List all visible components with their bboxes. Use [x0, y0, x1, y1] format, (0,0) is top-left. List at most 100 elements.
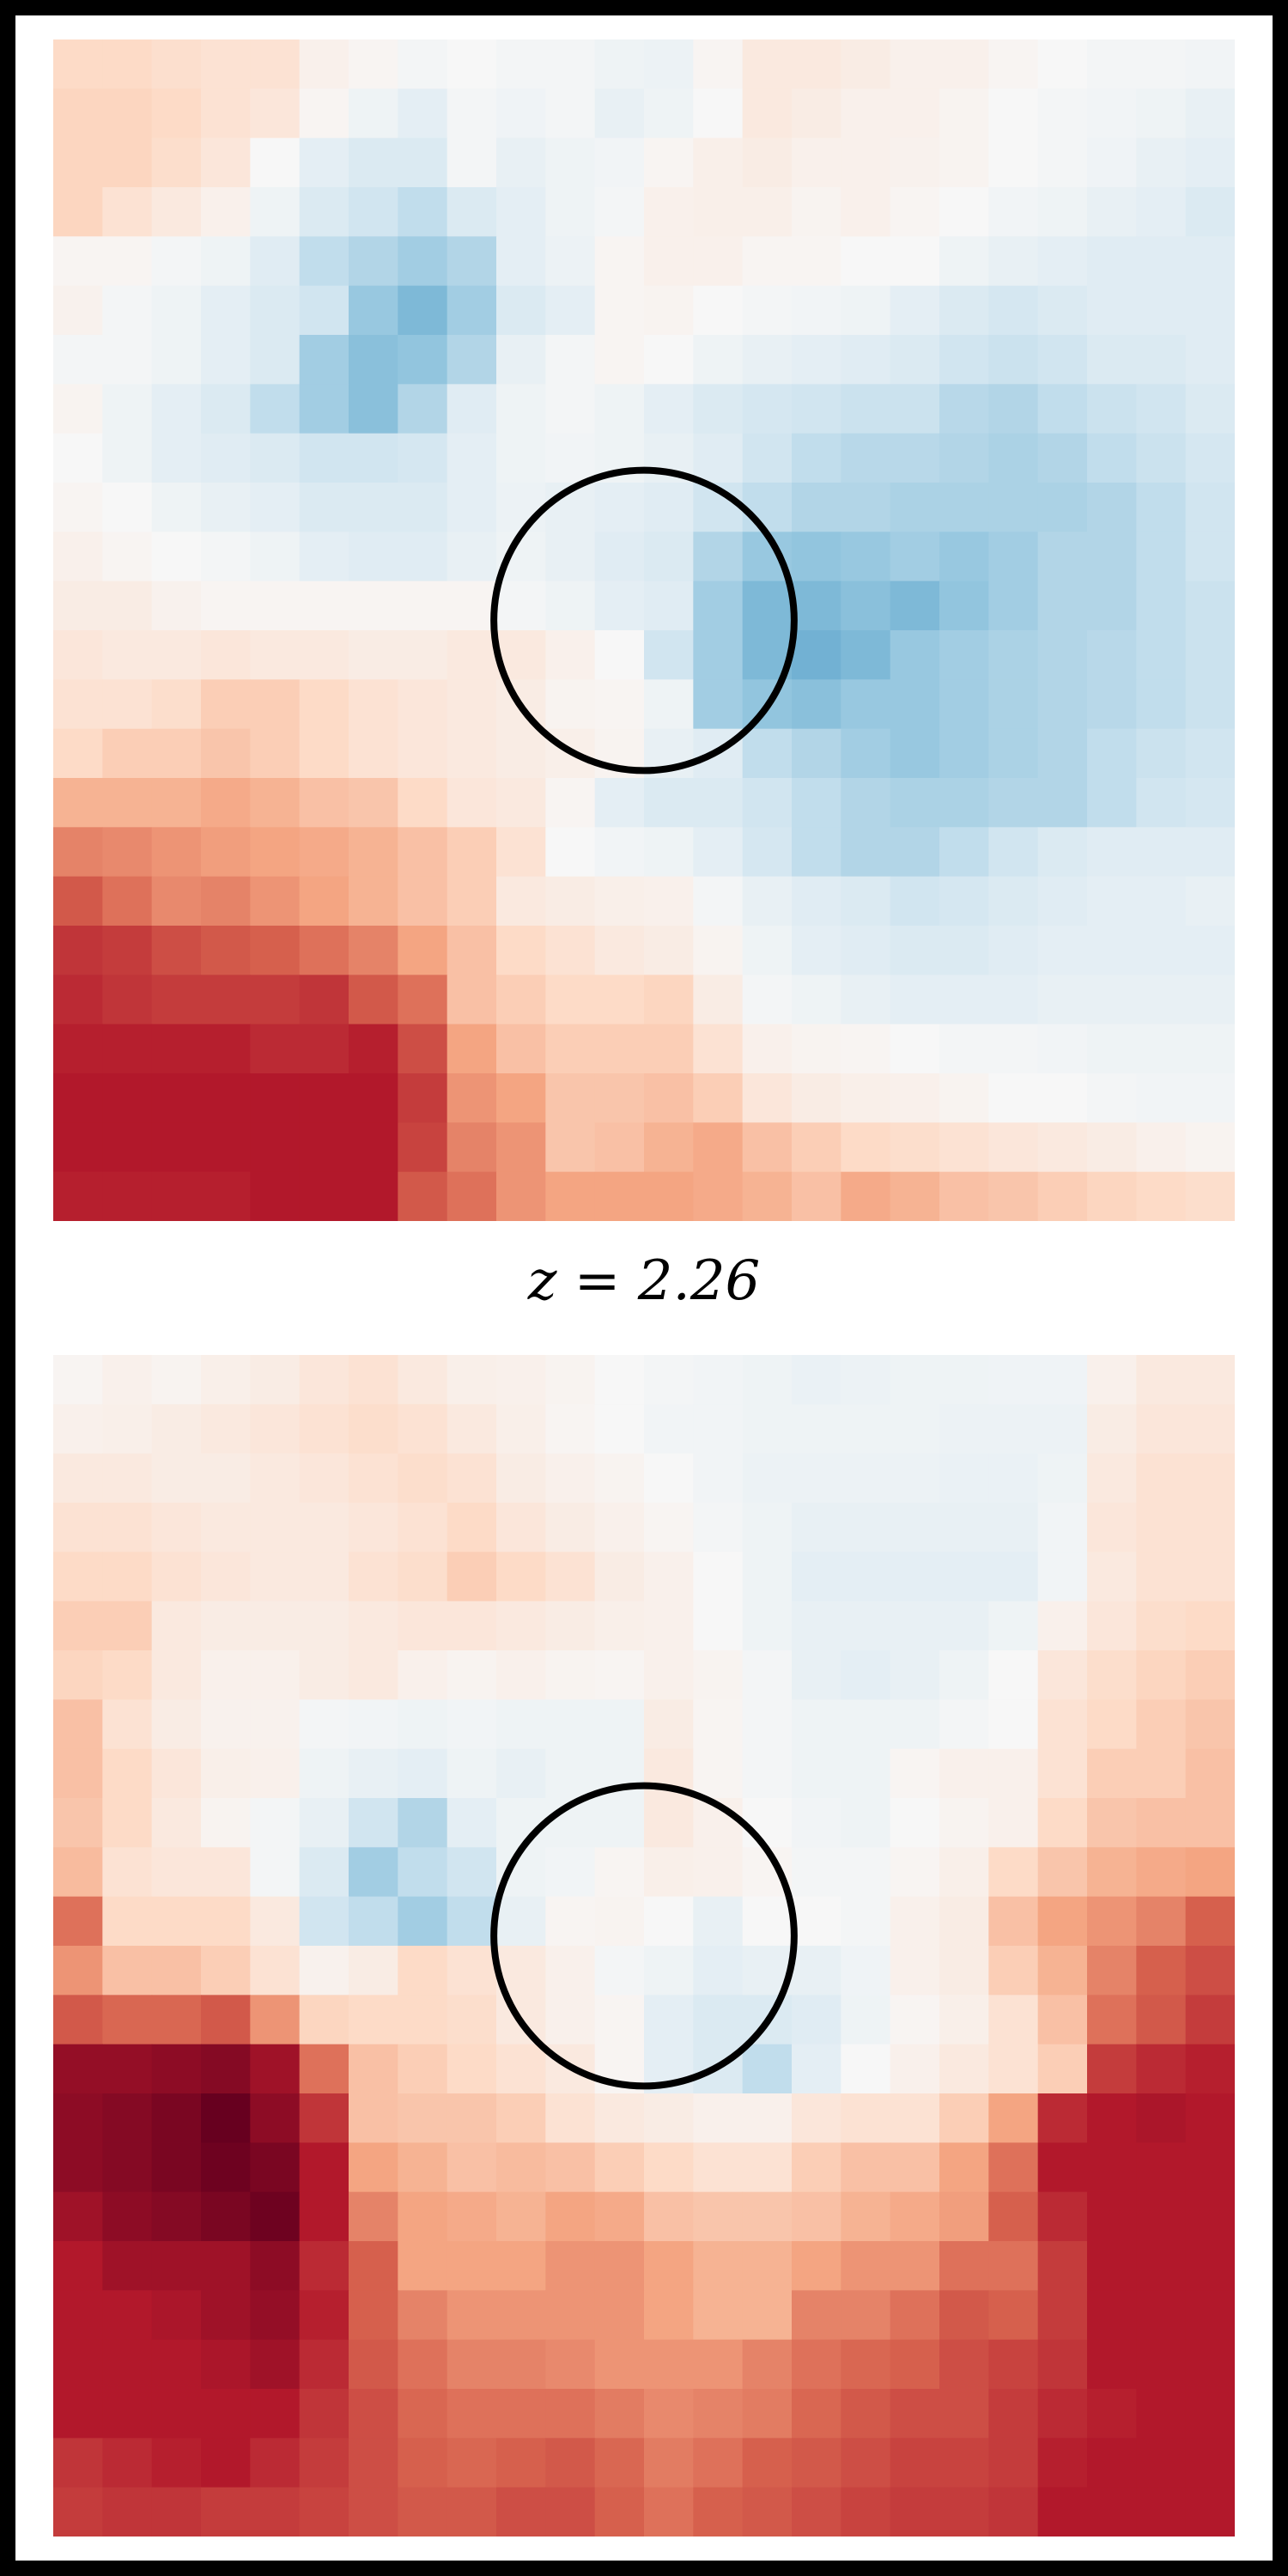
heatmap-cell [792, 827, 841, 878]
heatmap-cell [1136, 1355, 1187, 1405]
heatmap-cell [201, 1122, 251, 1173]
heatmap-cell [545, 679, 596, 730]
heatmap-cell [53, 2438, 103, 2488]
heatmap-cell [594, 1073, 645, 1123]
heatmap-cell [250, 2191, 301, 2242]
heatmap-cell [102, 2044, 153, 2094]
heatmap-cell [447, 728, 497, 779]
heatmap-cell [53, 2093, 103, 2143]
heatmap-cell [447, 137, 497, 188]
heatmap-cell [792, 2487, 841, 2537]
heatmap-cell [988, 2191, 1039, 2242]
heatmap-cell [250, 285, 301, 336]
heatmap-cell [742, 778, 793, 828]
heatmap-cell [693, 532, 744, 582]
heatmap-cell [201, 876, 251, 927]
heatmap-cell [594, 630, 645, 680]
heatmap-cell [594, 827, 645, 878]
heatmap-cell [939, 2290, 989, 2341]
heatmap-cell [545, 1122, 596, 1173]
heatmap-cell [841, 39, 891, 89]
heatmap-cell [102, 926, 153, 975]
heatmap-cell [1037, 1073, 1088, 1123]
heatmap-cell [53, 187, 103, 237]
heatmap-cell [496, 483, 546, 532]
aperture-circle [490, 1782, 798, 2090]
heatmap-cell [349, 1073, 398, 1123]
heatmap-cell [496, 187, 546, 237]
heatmap-cell [841, 975, 891, 1025]
heatmap-cell [545, 1453, 596, 1504]
heatmap-cell [1136, 532, 1187, 582]
heatmap-cell [496, 236, 546, 287]
heatmap-cell [53, 88, 103, 139]
heatmap-cell [1087, 975, 1137, 1025]
heatmap-cell [53, 679, 103, 730]
heatmap-cell [201, 679, 251, 730]
heatmap-cell [644, 1404, 694, 1455]
heatmap-panel-top [53, 39, 1235, 1221]
heatmap-cell [1185, 630, 1235, 680]
heatmap-cell [201, 580, 251, 631]
heatmap-cell [250, 876, 301, 927]
heatmap-cell [792, 1699, 841, 1750]
heatmap-cell [102, 1503, 153, 1552]
heatmap-cell [644, 137, 694, 188]
heatmap-cell [1087, 1503, 1137, 1552]
heatmap-cell [447, 827, 497, 878]
heatmap-cell [201, 1847, 251, 1898]
heatmap-cell [1136, 2093, 1187, 2143]
heatmap-cell [1185, 975, 1235, 1025]
heatmap-cell [988, 384, 1039, 434]
heatmap-cell [1037, 2142, 1088, 2193]
heatmap-cell [1037, 483, 1088, 532]
heatmap-cell [349, 335, 398, 385]
heatmap-cell [890, 1122, 940, 1173]
heatmap-cell [988, 1122, 1039, 1173]
heatmap-cell [792, 2142, 841, 2193]
heatmap-cell [1185, 1355, 1235, 1405]
heatmap-cell [693, 335, 744, 385]
heatmap-cell [890, 532, 940, 582]
heatmap-cell [939, 1896, 989, 1947]
heatmap-cell [939, 728, 989, 779]
heatmap-cell [1136, 1122, 1187, 1173]
heatmap-cell [742, 1699, 793, 1750]
heatmap-cell [1185, 2142, 1235, 2193]
heatmap-cell [102, 2487, 153, 2537]
heatmap-cell [299, 1896, 349, 1947]
heatmap-cell [447, 580, 497, 631]
heatmap-cell [545, 1847, 596, 1898]
heatmap-cell [1087, 2142, 1137, 2193]
heatmap-cell [53, 2142, 103, 2193]
heatmap-cell [398, 2487, 448, 2537]
heatmap-cell [250, 1355, 301, 1405]
heatmap-cell [1185, 39, 1235, 89]
heatmap-cell [447, 187, 497, 237]
heatmap-cell [1087, 2191, 1137, 2242]
heatmap-cell [151, 2339, 202, 2390]
heatmap-cell [594, 1699, 645, 1750]
heatmap-cell [939, 630, 989, 680]
heatmap-cell [349, 187, 398, 237]
heatmap-cell [299, 433, 349, 483]
heatmap-cell [988, 2339, 1039, 2390]
heatmap-cell [151, 679, 202, 730]
heatmap-cell [1037, 137, 1088, 188]
heatmap-cell [398, 1601, 448, 1651]
heatmap-cell [496, 975, 546, 1025]
heatmap-cell [1136, 926, 1187, 975]
heatmap-cell [988, 137, 1039, 188]
heatmap-cell [792, 1650, 841, 1700]
heatmap-cell [594, 1896, 645, 1947]
heatmap-cell [1037, 679, 1088, 730]
heatmap-cell [1087, 2389, 1137, 2439]
heatmap-cell [742, 2241, 793, 2291]
heatmap-cell [447, 2142, 497, 2193]
heatmap-cell [398, 1847, 448, 1898]
heatmap-cell [988, 1946, 1039, 1996]
heatmap-cell [299, 630, 349, 680]
heatmap-cell [988, 1503, 1039, 1552]
heatmap-cell [447, 2339, 497, 2390]
heatmap-cell [102, 2438, 153, 2488]
